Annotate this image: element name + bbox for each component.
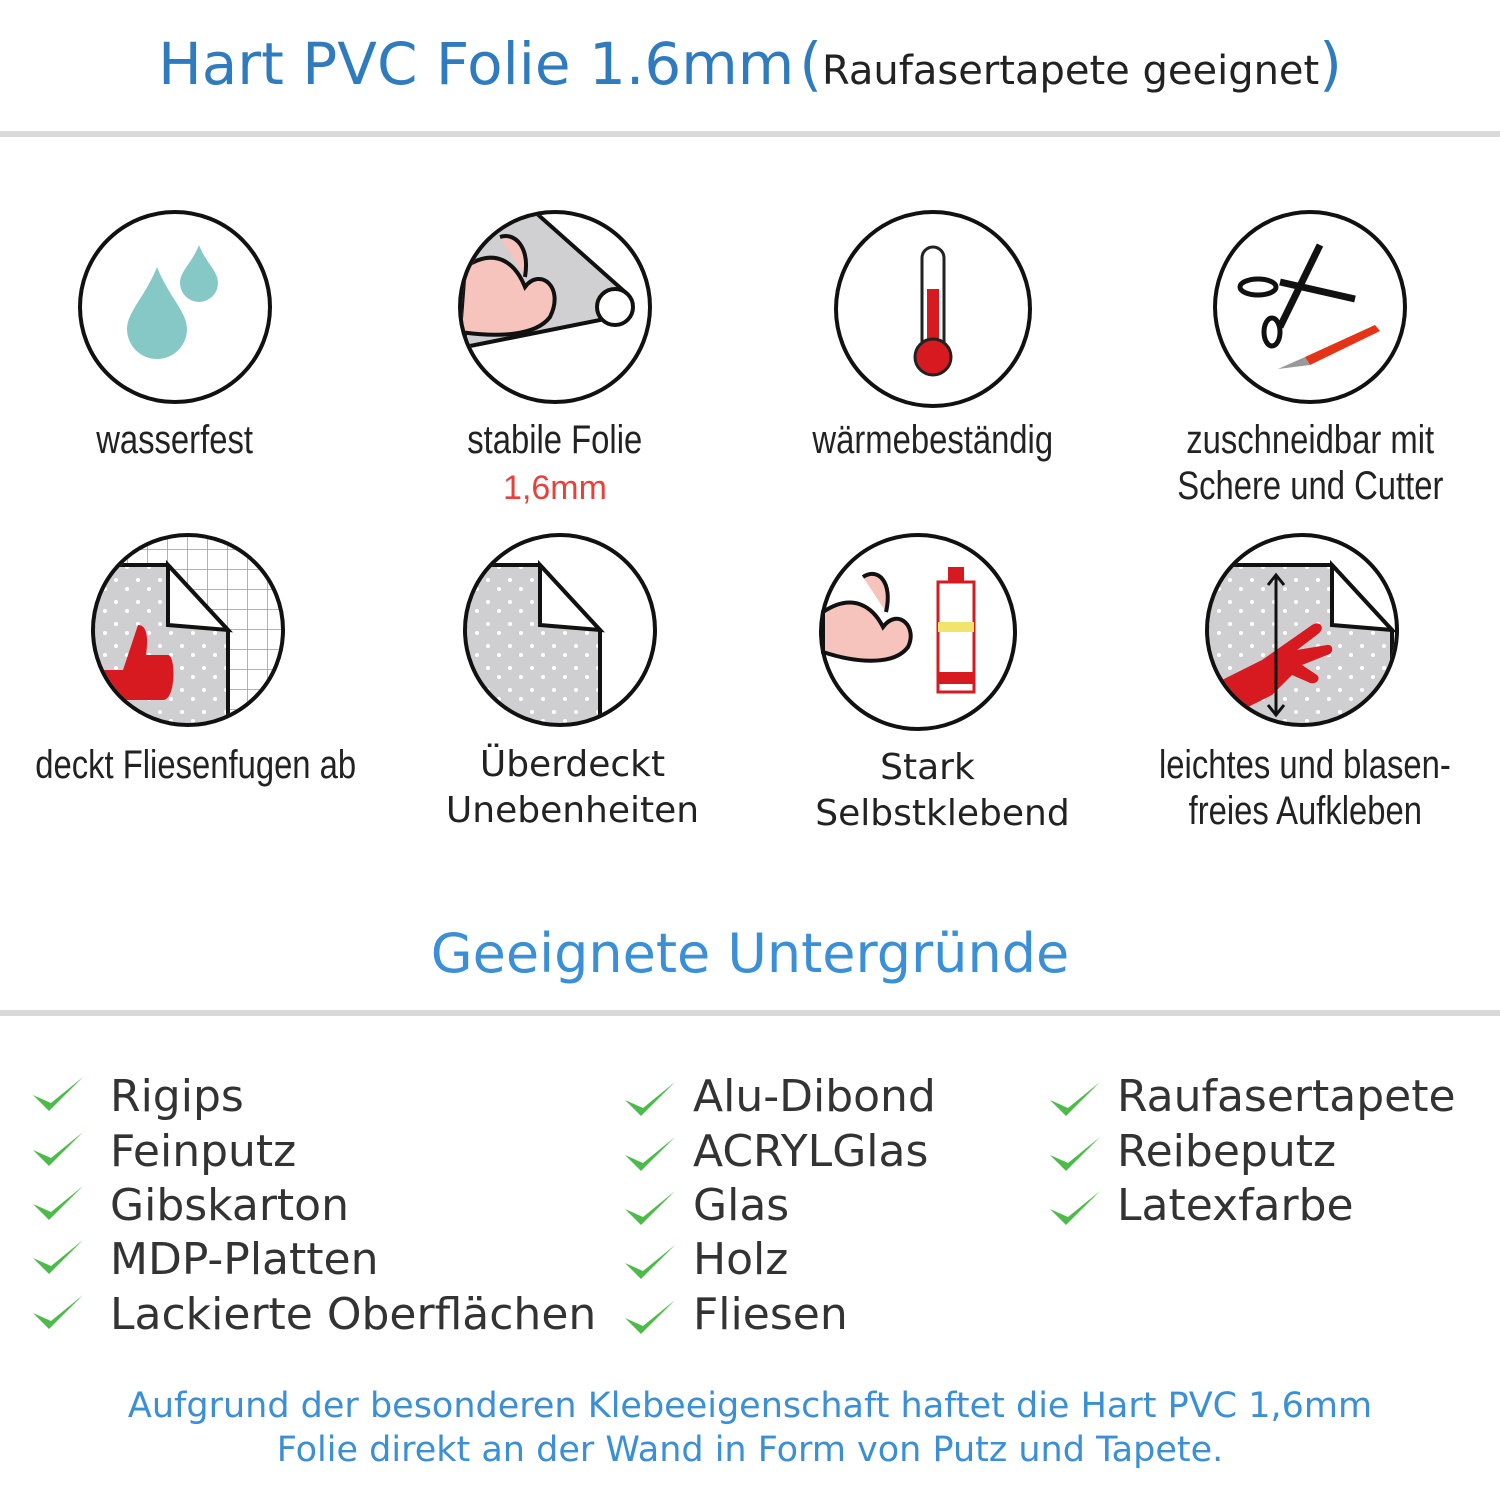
surface-item: Glas [693,1180,790,1231]
surface-item: Latexfarbe [1117,1180,1354,1231]
section-title: Geeignete Untergründe [430,922,1070,985]
surface-item: Lackierte Oberflächen [110,1289,597,1340]
thermometer-icon [834,210,1032,408]
check-icon [33,1186,83,1220]
feature-label-selbstklebend: Stark Selbstklebend [815,747,1070,834]
title-main: Hart PVC Folie 1.6mm [158,30,795,98]
check-icon [33,1240,83,1274]
footer-line-1: Aufgrund der besonderen Klebeeigenschaft… [127,1386,1373,1426]
divider [0,1010,1500,1016]
page-title: Hart PVC Folie 1.6mm (Raufasertapete gee… [0,30,1500,98]
strong-adhesive-icon [819,533,1017,731]
check-icon [625,1191,675,1225]
check-icon [1050,1137,1100,1171]
surface-item: Gibskarton [110,1180,349,1231]
feature-label-wasserfest: wasserfest [96,418,254,462]
check-icon [33,1077,83,1111]
surface-item: Holz [693,1234,789,1285]
feature-label-aufkleben: leichtes und blasen-freies Aufkleben [1159,743,1451,833]
check-icon [33,1132,83,1166]
paren-open: ( [799,30,822,98]
surface-item: Reibeputz [1117,1126,1337,1177]
divider [0,131,1500,137]
surface-item: Fliesen [693,1289,848,1340]
check-icon [625,1137,675,1171]
uneven-cover-icon [463,533,657,727]
feature-sublabel-thickness: 1,6mm [503,469,607,507]
feature-label-unebenheiten: Überdeckt Unebenheiten [445,744,700,831]
check-icon [625,1300,675,1334]
check-icon [33,1295,83,1329]
check-icon [625,1245,675,1279]
footer-line-2: Folie direkt an der Wand in Form von Put… [276,1430,1224,1470]
scissors-cutter-icon [1213,210,1407,404]
surface-item: MDP-Platten [110,1234,379,1285]
surface-item: ACRYLGlas [693,1126,929,1177]
feature-label-zuschneidbar: zuschneidbar mit Schere und Cutter [1176,418,1444,508]
hand-apply-icon [1205,533,1399,727]
footer-note: Aufgrund der besonderen Klebeeigenschaft… [0,1384,1500,1472]
title-subtitle: Raufasertapete geeignet [822,48,1320,94]
feature-label-waermebestaendig: wärmebeständig [812,418,1053,462]
check-icon [1050,1082,1100,1116]
check-icon [1050,1191,1100,1225]
check-icon [625,1082,675,1116]
strong-film-icon [458,210,652,404]
surface-item: Rigips [110,1071,244,1122]
surface-item: Raufasertapete [1117,1071,1456,1122]
feature-label-fliesenfugen: deckt Fliesenfugen ab [35,743,357,787]
water-drops-icon [78,210,272,404]
surface-item: Feinputz [110,1126,297,1177]
feature-label-stabile-folie: stabile Folie 1,6mm [467,418,643,507]
surface-item: Alu-Dibond [693,1071,936,1122]
tile-cover-icon [91,533,285,727]
paren-close: ) [1319,30,1342,98]
